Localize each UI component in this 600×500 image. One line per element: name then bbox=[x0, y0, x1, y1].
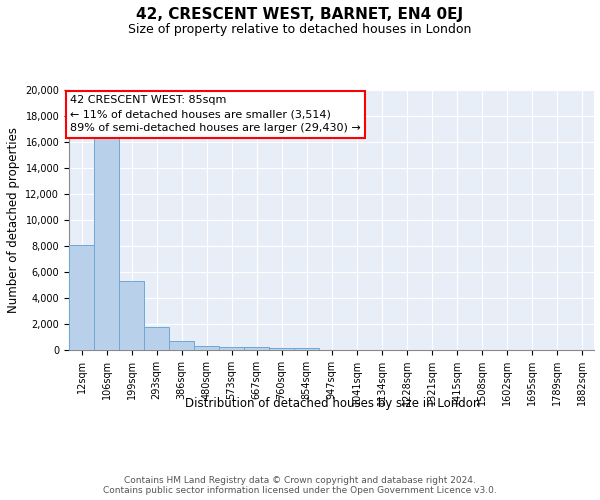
Bar bbox=[269, 348, 294, 350]
Bar bbox=[194, 346, 219, 350]
Text: Contains HM Land Registry data © Crown copyright and database right 2024.
Contai: Contains HM Land Registry data © Crown c… bbox=[103, 476, 497, 495]
Bar bbox=[94, 134, 119, 350]
Bar bbox=[294, 348, 319, 350]
Bar bbox=[69, 244, 94, 350]
Text: 42 CRESCENT WEST: 85sqm
← 11% of detached houses are smaller (3,514)
89% of semi: 42 CRESCENT WEST: 85sqm ← 11% of detache… bbox=[70, 95, 361, 133]
Bar bbox=[169, 341, 194, 350]
Text: 42, CRESCENT WEST, BARNET, EN4 0EJ: 42, CRESCENT WEST, BARNET, EN4 0EJ bbox=[136, 8, 464, 22]
Bar bbox=[219, 347, 244, 350]
Bar bbox=[244, 348, 269, 350]
Text: Size of property relative to detached houses in London: Size of property relative to detached ho… bbox=[128, 22, 472, 36]
Bar bbox=[144, 327, 169, 350]
Text: Distribution of detached houses by size in London: Distribution of detached houses by size … bbox=[185, 398, 481, 410]
Y-axis label: Number of detached properties: Number of detached properties bbox=[7, 127, 20, 313]
Bar bbox=[119, 281, 144, 350]
